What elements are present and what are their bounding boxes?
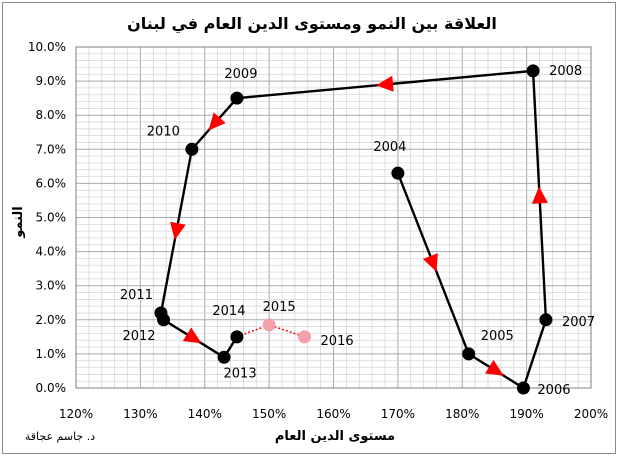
y-tick-labels: 0.0% 1.0% 2.0% 3.0% 4.0% 5.0% 6.0% 7.0% 8.0% 9.0%… — [28, 40, 66, 395]
data-point — [516, 381, 530, 395]
data-point — [539, 313, 553, 327]
data-point — [157, 313, 171, 327]
y-tick-label: 7.0% — [36, 142, 67, 156]
point-label-2012: 2012 — [122, 329, 155, 344]
x-tick-label: 190% — [509, 407, 543, 421]
point-label-2004: 2004 — [373, 140, 406, 155]
author-note: د. جاسم عجاقة — [25, 430, 95, 443]
x-tick-label: 160% — [316, 407, 350, 421]
y-tick-label: 10.0% — [28, 40, 66, 54]
point-label-2005: 2005 — [481, 329, 514, 344]
x-tick-label: 150% — [252, 407, 286, 421]
point-label-2011: 2011 — [120, 288, 153, 303]
y-tick-label: 9.0% — [36, 74, 67, 88]
y-tick-label: 0.0% — [36, 381, 67, 395]
data-point — [185, 142, 199, 156]
point-label-2010: 2010 — [147, 124, 180, 139]
x-axis-label: مستوى الدين العام — [275, 429, 395, 444]
data-point — [462, 347, 476, 361]
y-tick-label: 4.0% — [36, 245, 67, 259]
direction-arrow — [485, 359, 504, 376]
y-tick-label: 1.0% — [36, 347, 67, 361]
direction-arrows — [170, 75, 548, 376]
direction-arrow — [376, 75, 394, 92]
point-label-2013: 2013 — [224, 366, 257, 381]
y-axis-label: النمو — [11, 206, 26, 239]
point-label-2015: 2015 — [263, 300, 296, 315]
direction-arrow — [182, 327, 202, 344]
chart-title: العلاقة بين النمو ومستوى الدين العام في … — [127, 14, 497, 34]
x-tick-label: 200% — [574, 407, 608, 421]
y-tick-label: 3.0% — [36, 279, 67, 293]
direction-arrow — [208, 112, 226, 131]
y-tick-label: 5.0% — [36, 211, 67, 225]
x-tick-label: 140% — [188, 407, 222, 421]
data-point — [526, 64, 540, 78]
point-label-2007: 2007 — [562, 315, 595, 330]
direction-arrow — [170, 221, 186, 240]
plot-area-border — [75, 46, 592, 389]
point-label-2014: 2014 — [212, 304, 245, 319]
x-tick-label: 130% — [123, 407, 157, 421]
point-label-2008: 2008 — [549, 64, 582, 79]
data-point — [217, 350, 231, 364]
y-tick-label: 8.0% — [36, 108, 67, 122]
point-label-2006: 2006 — [537, 383, 570, 398]
x-tick-label: 170% — [381, 407, 415, 421]
direction-arrow — [422, 253, 438, 272]
x-tick-label: 180% — [445, 407, 479, 421]
plot-border — [75, 46, 592, 389]
data-point — [230, 91, 244, 105]
projected-data-point — [298, 330, 312, 344]
point-labels: 2004 2005 2006 2007 2008 2009 2010 2011 2012 2013… — [120, 64, 595, 398]
point-label-2016: 2016 — [321, 334, 354, 349]
point-label-2009: 2009 — [224, 67, 257, 82]
data-point — [391, 166, 405, 180]
data-points — [154, 64, 553, 395]
y-tick-label: 6.0% — [36, 176, 67, 190]
x-tick-label: 120% — [59, 407, 93, 421]
y-tick-label: 2.0% — [36, 313, 67, 327]
data-point — [230, 330, 244, 344]
projected-data-point — [262, 318, 276, 332]
direction-arrow — [531, 186, 548, 204]
x-tick-labels: 120% 130% 140% 150% 160% 170% 180% 190% 200% — [59, 407, 608, 421]
